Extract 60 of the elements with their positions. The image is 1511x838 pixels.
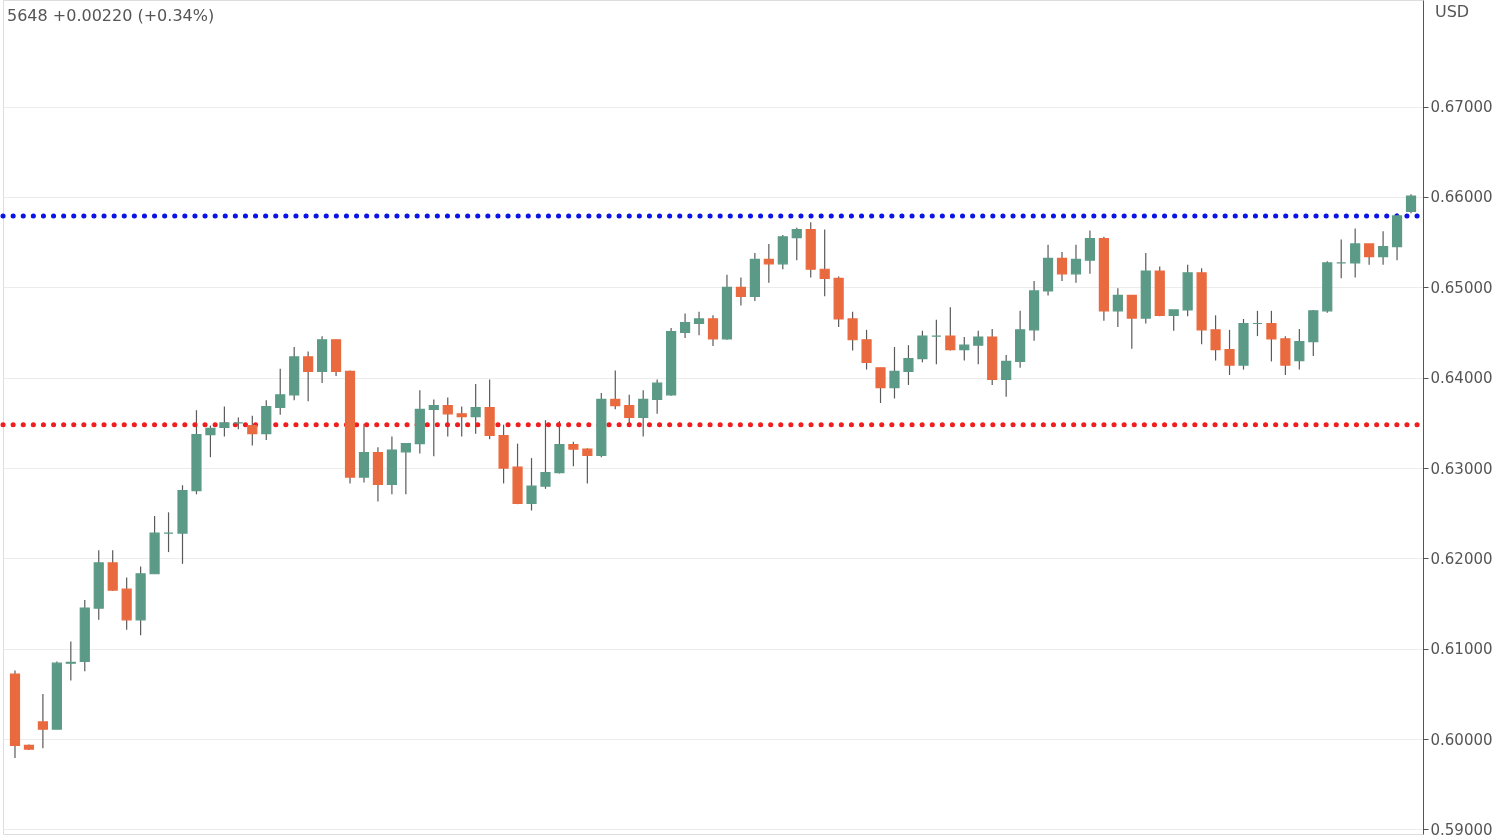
candlestick [1210,314,1221,362]
candlestick [791,227,802,261]
y-tick-label: 0.66000 [1430,188,1493,207]
candlestick [526,457,537,512]
candlestick [219,406,230,438]
candlestick [37,693,48,749]
candlestick [65,640,76,681]
candlestick [442,396,453,438]
candlestick [847,311,858,352]
candlestick [1056,251,1068,282]
candlestick [861,329,872,371]
candlestick [1294,328,1305,371]
candlestick [973,330,984,365]
y-tick-label: 0.67000 [1430,98,1493,117]
text: USD [1435,2,1470,21]
y-tick-label: 0.59000 [1430,820,1493,838]
candlestick [1070,244,1082,284]
candlestick [303,350,314,402]
candlestick [875,367,886,404]
candlestick [1378,230,1389,266]
candlestick [1224,329,1235,376]
candlestick [819,228,830,297]
y-tick-label: 0.61000 [1430,640,1493,659]
candlestick [889,346,900,400]
candlestick [693,311,705,336]
candlestick [275,368,286,416]
candlestick [735,276,747,307]
candlestick [652,378,663,415]
annotation: 5648 +0.00220 (+0.34%) [7,6,215,25]
candlestick [917,330,928,363]
candlestick [470,383,481,435]
candlestick [1350,228,1361,278]
candlestick [638,389,649,438]
y-tick-label: 0.60000 [1430,730,1493,749]
candlestick [679,312,691,339]
candlestick [1112,287,1123,328]
candlestick [428,398,439,457]
candlestick [540,419,551,490]
candlestick [1405,193,1417,214]
candlestick [400,443,411,495]
candlestick [707,314,719,347]
candlestick [1168,309,1179,332]
candlestick [1364,243,1375,266]
candlestick [1266,310,1277,363]
candlestick [205,424,216,458]
candlestick [1084,229,1096,275]
candlestick [624,394,635,425]
y-tick-label: 0.62000 [1430,549,1493,568]
y-tick-label: 0.64000 [1430,369,1493,388]
candlestick [1001,354,1012,398]
candlestick [582,447,593,485]
candlestick [247,415,258,447]
candlestick [903,344,914,386]
candlestick [610,369,621,410]
candlestick [945,306,956,352]
y-tick-label: 0.65000 [1430,278,1493,297]
candlestick [1126,294,1137,350]
y-tick-label: 0.63000 [1430,459,1493,478]
candlestick [568,441,579,467]
candlestick [456,406,467,438]
